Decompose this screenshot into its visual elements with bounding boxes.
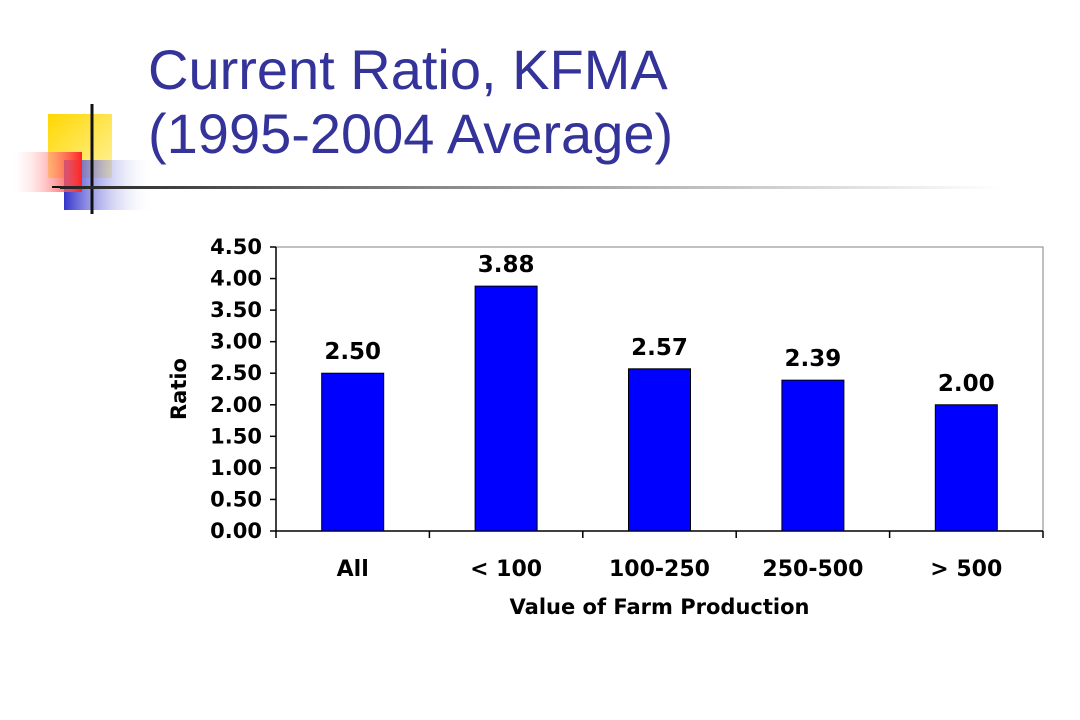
y-tick-label: 2.50	[210, 361, 262, 385]
y-axis-title: Ratio	[167, 358, 191, 420]
y-tick-label: 0.50	[210, 487, 262, 511]
x-axis-title: Value of Farm Production	[510, 595, 810, 619]
slide-title-line2: (1995-2004 Average)	[148, 102, 674, 165]
bar	[628, 368, 691, 532]
y-tick-label: 3.00	[210, 330, 262, 354]
bar-value-label: 2.00	[938, 371, 995, 397]
x-category-label: > 500	[930, 557, 1002, 582]
bar	[474, 285, 538, 532]
x-category-label: All	[337, 557, 369, 582]
slide-title-line1: Current Ratio, KFMA	[148, 38, 668, 101]
bar-value-label: 3.88	[478, 252, 535, 278]
x-category-label: < 100	[470, 557, 542, 582]
y-tick-label: 0.00	[210, 519, 262, 543]
deco-red-square	[14, 152, 82, 192]
bar-value-label: 2.39	[785, 346, 842, 372]
bar	[934, 404, 998, 532]
y-tick-label: 1.50	[210, 424, 262, 448]
bar-value-label: 2.50	[324, 339, 381, 365]
x-category-label: 250-500	[762, 557, 863, 582]
y-tick-label: 1.00	[210, 456, 262, 480]
y-tick-label: 2.00	[210, 393, 262, 417]
bar-value-label: 2.57	[631, 335, 688, 361]
x-category-label: 100-250	[609, 557, 710, 582]
y-tick-label: 3.50	[210, 298, 262, 322]
y-tick-label: 4.50	[210, 235, 262, 259]
title-underline	[60, 186, 1000, 189]
bar	[781, 379, 845, 532]
y-tick-label: 4.00	[210, 267, 262, 291]
bar	[321, 372, 385, 532]
slide-title: Current Ratio, KFMA (1995-2004 Average)	[148, 38, 1048, 166]
